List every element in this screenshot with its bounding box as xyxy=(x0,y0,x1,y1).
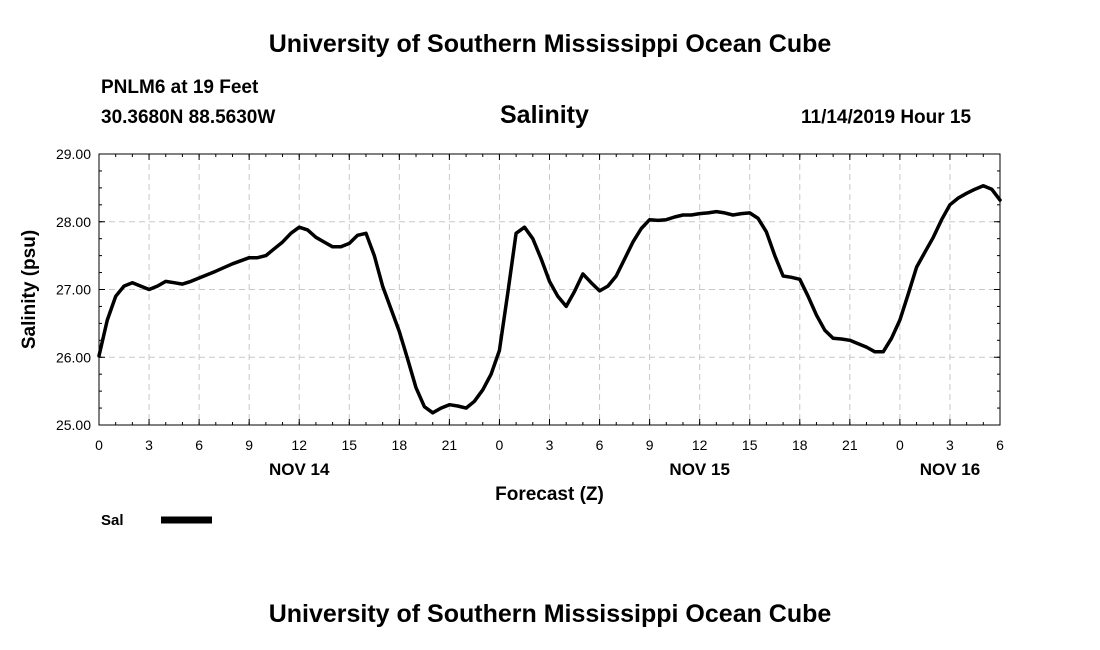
x-tick-label: 6 xyxy=(596,437,604,453)
date-label: NOV 14 xyxy=(269,460,330,479)
station-location: 30.3680N 88.5630W xyxy=(101,107,276,128)
x-tick-label: 21 xyxy=(442,437,458,453)
x-tick-label: 9 xyxy=(245,437,253,453)
date-label: NOV 16 xyxy=(920,460,980,479)
chart-title-bottom: University of Southern Mississippi Ocean… xyxy=(268,600,832,628)
x-tick-label: 21 xyxy=(842,437,858,453)
y-tick-label: 25.00 xyxy=(56,417,91,433)
grid-lines xyxy=(99,154,1000,425)
x-tick-label: 3 xyxy=(546,437,554,453)
x-tick-label: 18 xyxy=(792,437,808,453)
legend: Sal xyxy=(101,512,212,529)
x-tick-label: 3 xyxy=(946,437,954,453)
x-tick-label: 6 xyxy=(996,437,1004,453)
x-tick-label: 0 xyxy=(496,437,504,453)
issued-time: 11/14/2019 Hour 15 xyxy=(801,107,972,128)
series-layer xyxy=(97,184,1002,415)
station-label: PNLM6 at 19 Feet xyxy=(101,77,259,98)
y-tick-label: 26.00 xyxy=(56,349,91,365)
date-label: NOV 15 xyxy=(669,460,729,479)
y-tick-label: 29.00 xyxy=(56,146,91,162)
x-tick-label: 9 xyxy=(646,437,654,453)
legend-label: Sal xyxy=(101,512,124,529)
variable-title: Salinity xyxy=(500,101,589,129)
x-tick-label: 12 xyxy=(692,437,708,453)
series-line-sal xyxy=(97,184,1002,415)
axis-labels: 25.00 26.00 27.00 28.00 29.00 0 3 6 9 12 15 18 21 0 3 6… xyxy=(19,146,1004,505)
x-tick-label: 18 xyxy=(392,437,408,453)
x-tick-label: 12 xyxy=(291,437,307,453)
chart-title-top: University of Southern Mississippi Ocean… xyxy=(268,30,832,58)
y-tick-label: 28.00 xyxy=(56,214,91,230)
x-tick-label: 15 xyxy=(742,437,758,453)
x-tick-label: 0 xyxy=(95,437,103,453)
x-axis-title: Forecast (Z) xyxy=(495,484,604,505)
x-tick-label: 6 xyxy=(195,437,203,453)
y-axis-title: Salinity (psu) xyxy=(19,230,40,349)
x-tick-label: 15 xyxy=(341,437,357,453)
axis-ticks xyxy=(98,153,1001,426)
x-tick-label: 0 xyxy=(896,437,904,453)
x-tick-label: 3 xyxy=(145,437,153,453)
y-tick-label: 27.00 xyxy=(56,282,91,298)
